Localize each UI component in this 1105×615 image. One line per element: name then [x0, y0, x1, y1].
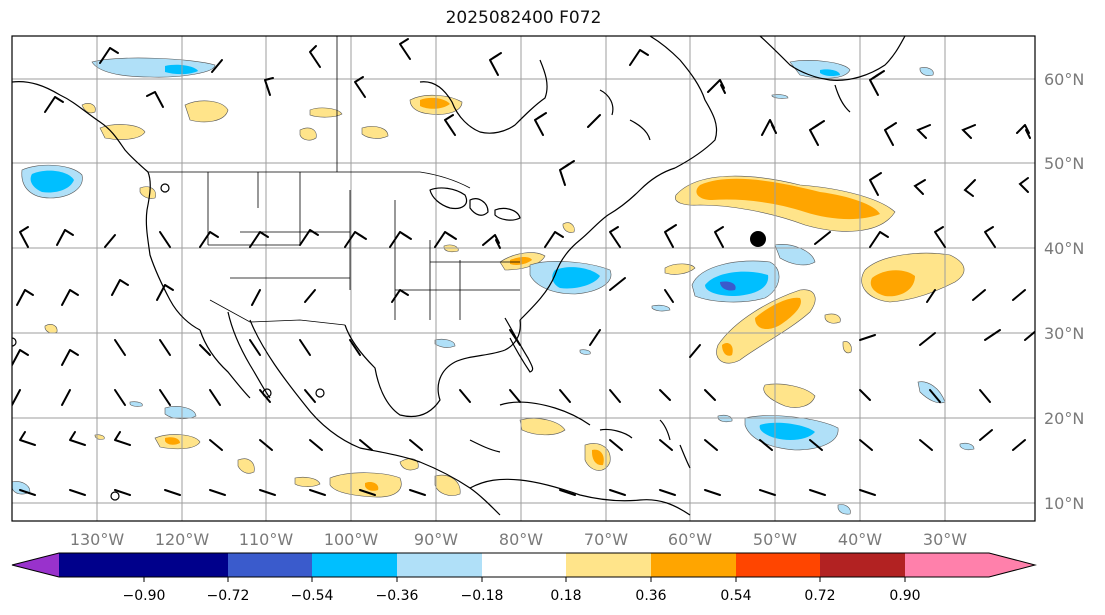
colorbar-tick-label: −0.90: [123, 588, 166, 604]
lon-label: 70°W: [584, 530, 628, 549]
lon-label: 130°W: [70, 530, 125, 549]
colorbar-extend-low: [12, 553, 59, 577]
lat-label: 40°N: [1044, 239, 1084, 258]
colorbar-segment: [312, 553, 397, 577]
lon-label: 50°W: [753, 530, 797, 549]
colorbar-tick-label: 0.90: [889, 588, 920, 604]
lat-axis-labels: 60°N 50°N 40°N 30°N 20°N 10°N: [1044, 70, 1084, 513]
colorbar-tick-label: 0.36: [635, 588, 666, 604]
colorbar-segment: [566, 553, 651, 577]
lat-label: 20°N: [1044, 409, 1084, 428]
colorbar: −0.90 −0.72 −0.54 −0.36 −0.18 0.18 0.36 …: [11, 552, 1037, 604]
storm-center-marker: [750, 231, 766, 247]
lon-label: 120°W: [155, 530, 210, 549]
lon-axis-labels: 130°W 120°W 110°W 100°W 90°W 80°W 70°W 6…: [70, 530, 967, 549]
colorbar-tick-label: −0.18: [461, 588, 504, 604]
lon-label: 90°W: [414, 530, 458, 549]
colorbar-tick-label: −0.72: [207, 588, 250, 604]
coastlines: [12, 36, 906, 516]
lon-label: 30°W: [923, 530, 967, 549]
lat-label: 10°N: [1044, 494, 1084, 513]
colorbar-tick-label: −0.54: [291, 588, 334, 604]
lat-label: 60°N: [1044, 70, 1084, 89]
colorbar-tick-label: 0.18: [550, 588, 581, 604]
colorbar-segment: [651, 553, 736, 577]
colorbar-segment: [905, 553, 989, 577]
colorbar-segment: [397, 553, 482, 577]
lon-label: 80°W: [499, 530, 543, 549]
colorbar-tick-label: −0.36: [376, 588, 419, 604]
colorbar-tick-label: 0.54: [720, 588, 751, 604]
colorbar-segment: [482, 553, 566, 577]
graticule: [12, 36, 1035, 521]
country-borders: [148, 36, 520, 326]
anomaly-shading: [12, 57, 975, 515]
lon-label: 100°W: [324, 530, 379, 549]
wind-barbs: [12, 38, 1035, 496]
colorbar-segment: [59, 553, 144, 577]
lat-label: 50°N: [1044, 154, 1084, 173]
colorbar-tick-label: 0.72: [804, 588, 835, 604]
map-title: 2025082400 F072: [445, 8, 602, 28]
colorbar-extend-high: [989, 553, 1035, 577]
colorbar-segment: [144, 553, 228, 577]
colorbar-segment: [228, 553, 312, 577]
lat-label: 30°N: [1044, 324, 1084, 343]
lon-label: 110°W: [239, 530, 294, 549]
colorbar-segment: [820, 553, 905, 577]
lon-label: 60°W: [668, 530, 712, 549]
colorbar-segment: [736, 553, 820, 577]
lon-label: 40°W: [838, 530, 882, 549]
